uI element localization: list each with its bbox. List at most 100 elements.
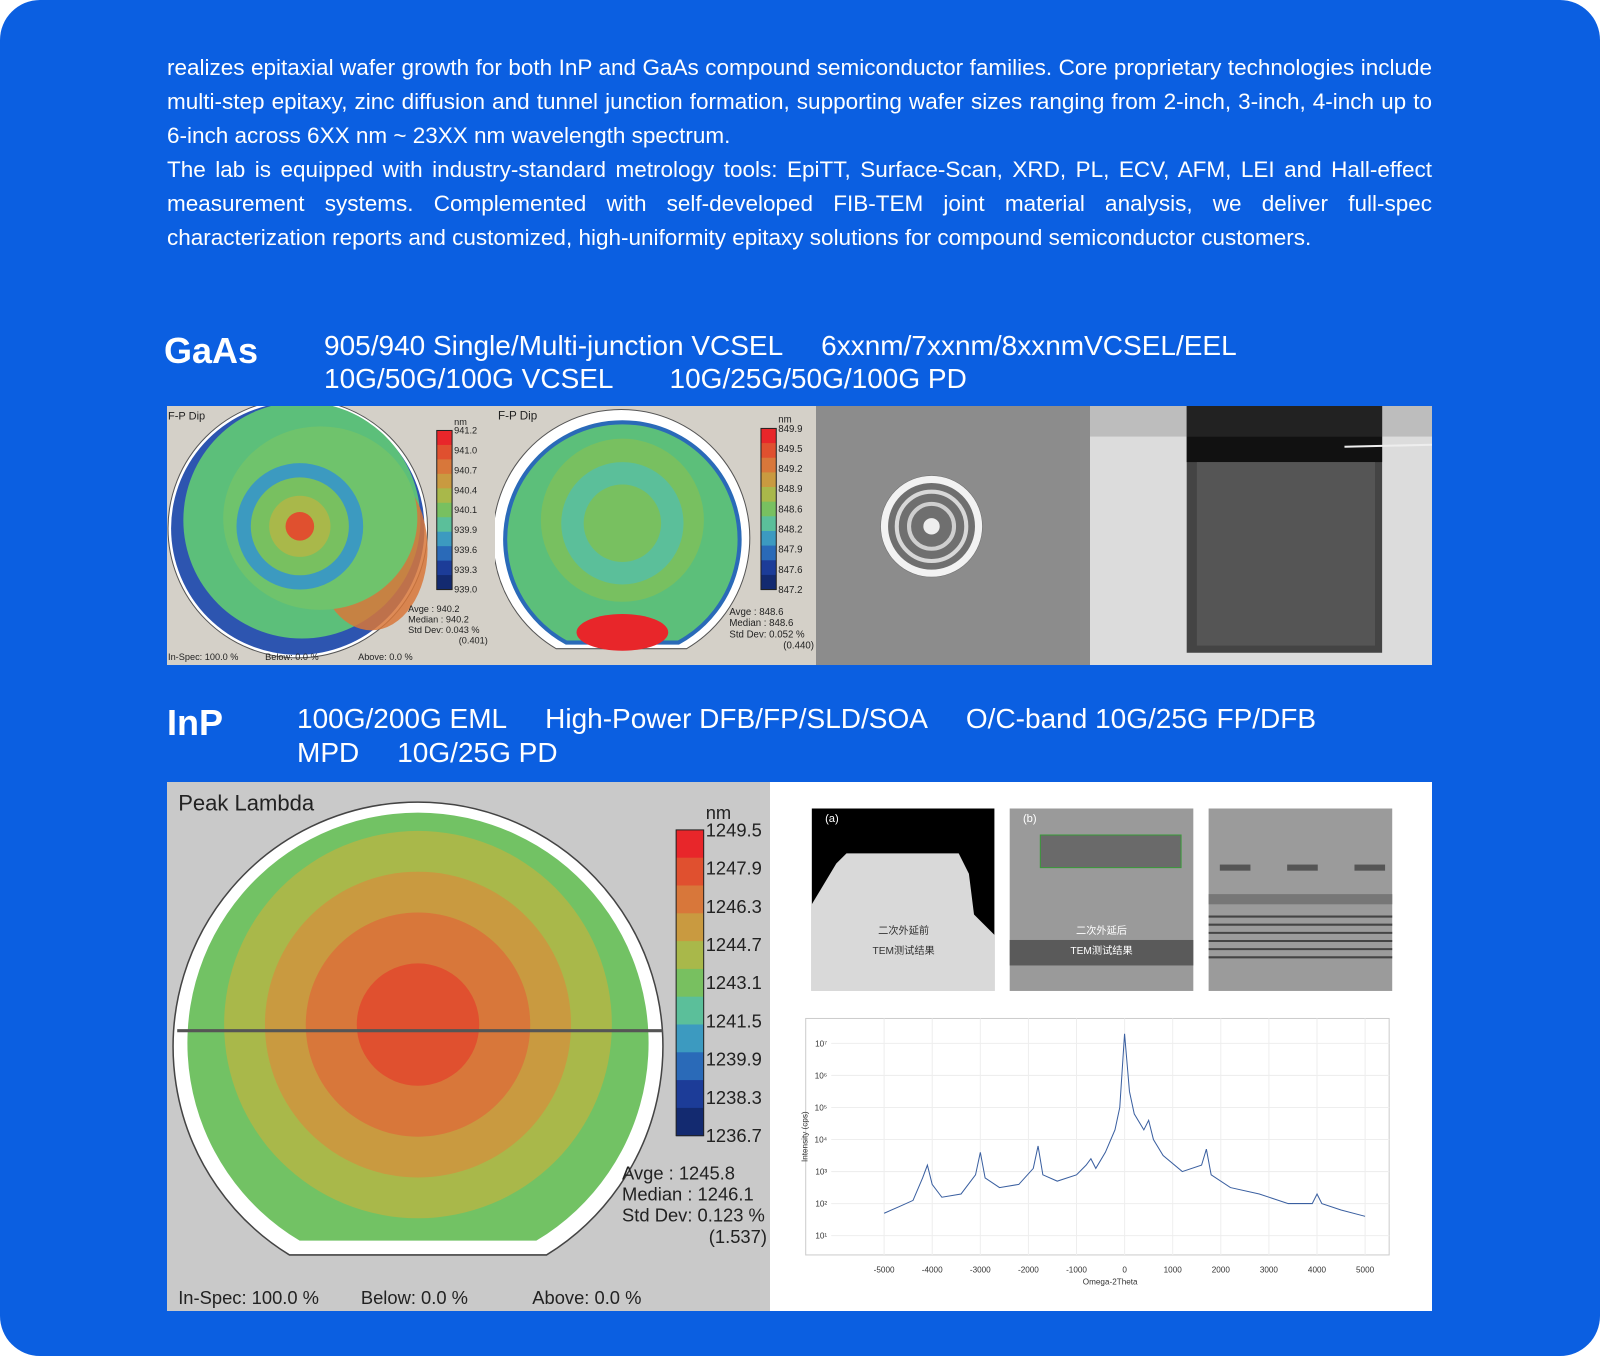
scale-label: 849.5: [778, 444, 802, 455]
map-footer: In-Spec: 100.0 %: [168, 652, 238, 662]
color-bar-segment: [436, 488, 453, 504]
map-footer: In-Spec: 100.0 %: [178, 1287, 319, 1308]
product: MPD: [297, 737, 360, 768]
map-stat: Median : 1246.1: [622, 1184, 754, 1205]
color-bar-segment: [676, 913, 704, 942]
tem-tag: (a): [825, 813, 839, 825]
scale-label: 1236.7: [706, 1125, 762, 1146]
scale-label: 1244.7: [706, 934, 762, 955]
product: 10G/25G PD: [397, 737, 558, 768]
y-tick-label: 10⁵: [815, 1104, 827, 1113]
scale-label: 941.0: [454, 446, 477, 456]
color-bar-segment: [676, 885, 704, 914]
scale-label: 940.7: [454, 465, 477, 475]
product: 10G/25G/50G/100G PD: [669, 363, 967, 394]
scale-label: 848.9: [778, 484, 802, 495]
color-bar-segment: [760, 443, 777, 459]
scale-label: 939.0: [454, 585, 477, 595]
color-bar-segment: [436, 459, 453, 475]
scale-label: 1246.3: [706, 896, 762, 917]
color-bar-segment: [760, 545, 777, 561]
map-stat: Std Dev: 0.123 %: [622, 1205, 765, 1226]
x-tick-label: -5000: [874, 1265, 895, 1274]
color-bar-segment: [436, 502, 453, 518]
map-footer: Below: 0.0 %: [361, 1287, 468, 1308]
color-bar-segment: [760, 530, 777, 547]
scale-label: 939.9: [454, 525, 477, 535]
scale-label: 848.6: [778, 504, 802, 515]
product: 6xxnm/7xxnm/8xxnmVCSEL/EEL: [821, 330, 1237, 361]
x-tick-label: 3000: [1260, 1265, 1279, 1274]
color-bar-segment: [436, 546, 453, 562]
y-tick-label: 10¹: [815, 1232, 827, 1241]
map-footer: Above: 0.0 %: [532, 1287, 641, 1308]
color-bar-segment: [760, 428, 777, 444]
color-bar-segment: [760, 560, 777, 576]
scale-label: 847.9: [778, 545, 802, 556]
color-bar-frame: [675, 829, 705, 1137]
map-unit: nm: [706, 802, 731, 823]
color-bar-segment: [760, 457, 777, 473]
product-line: 905/940 Single/Multi-junction VCSEL 6xxn…: [324, 330, 1237, 362]
map-stat: Std Dev: 0.052 %: [729, 629, 805, 640]
map-unit: nm: [454, 417, 467, 427]
scale-label: 941.2: [454, 426, 477, 436]
product-line: MPD 10G/25G PD: [297, 737, 558, 769]
color-bar-segment: [676, 1107, 704, 1137]
color-bar-segment: [676, 1080, 704, 1109]
intro-paragraph: realizes epitaxial wafer growth for both…: [167, 55, 1432, 148]
microscope-image: [816, 406, 1090, 665]
scale-label: 847.2: [778, 585, 802, 596]
map-stat: (0.440): [783, 640, 814, 651]
tem-caption: TEM测试结果: [1070, 944, 1132, 957]
tem-tag: (b): [1023, 813, 1037, 825]
product-line: 100G/200G EML High-Power DFB/FP/SLD/SOA …: [297, 703, 1316, 735]
color-bar-segment: [760, 501, 777, 517]
y-tick-label: 10²: [815, 1200, 827, 1209]
map-stat: Std Dev: 0.043 %: [408, 625, 479, 635]
x-axis-label: Omega-2Theta: [1083, 1278, 1138, 1287]
color-bar-segment: [436, 517, 453, 533]
section-title: InP: [167, 702, 224, 743]
tem-caption: TEM测试结果: [872, 944, 934, 957]
product: 100G/200G EML: [297, 703, 508, 734]
tem-caption: 二次外延前: [878, 924, 929, 937]
product: O/C-band 10G/25G FP/DFB: [965, 703, 1317, 734]
scale-label: 1239.9: [706, 1049, 762, 1070]
map-footer: Below: 0.0 %: [265, 652, 319, 662]
scale-label: 1238.3: [706, 1087, 762, 1108]
scale-label: 940.1: [454, 505, 477, 515]
color-bar-segment: [436, 575, 453, 591]
y-tick-label: 10⁴: [815, 1136, 828, 1145]
y-tick-label: 10⁶: [815, 1072, 827, 1081]
product-line: 10G/50G/100G VCSEL 10G/25G/50G/100G PD: [324, 363, 967, 395]
map-stat: Avge : 940.2: [408, 604, 459, 614]
x-tick-label: 5000: [1356, 1265, 1375, 1274]
x-tick-label: 2000: [1212, 1265, 1231, 1274]
scale-label: 939.6: [454, 545, 477, 555]
scale-label: 1241.5: [706, 1010, 762, 1031]
product: High-Power DFB/FP/SLD/SOA: [545, 703, 928, 734]
scale-label: 848.2: [778, 525, 802, 536]
cross-section-image: [1090, 406, 1432, 665]
product: 10G/50G/100G VCSEL: [324, 363, 614, 394]
color-bar-segment: [436, 531, 453, 547]
color-bar-segment: [436, 444, 453, 460]
color-bar-segment: [760, 516, 777, 532]
color-bar-segment: [436, 473, 453, 489]
map-title: F-P Dip: [498, 409, 537, 422]
y-tick-label: 10³: [815, 1168, 827, 1177]
map-footer: Above: 0.0 %: [358, 652, 413, 662]
x-tick-label: 4000: [1308, 1265, 1327, 1274]
color-bar-segment: [760, 574, 777, 591]
tem-caption: 二次外延后: [1076, 924, 1127, 937]
color-bar-frame: [760, 427, 777, 591]
map-stat: (1.537): [709, 1226, 767, 1247]
map-stat: (0.401): [459, 636, 488, 646]
map-stat: Median : 848.6: [729, 618, 793, 629]
x-tick-label: -3000: [970, 1265, 991, 1274]
